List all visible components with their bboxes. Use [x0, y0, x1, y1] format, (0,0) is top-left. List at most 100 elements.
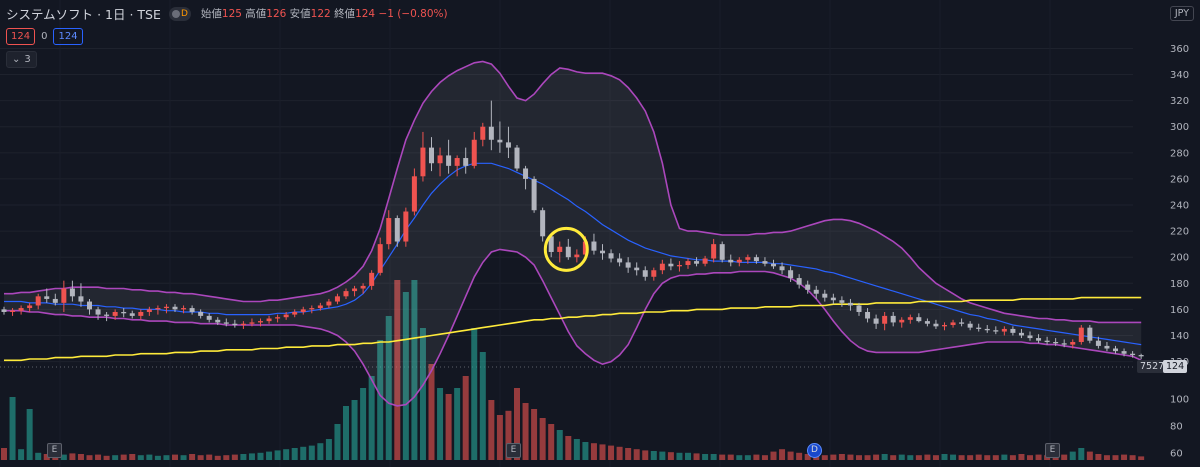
volume-bar	[86, 455, 93, 460]
close-label: 終値	[334, 8, 356, 20]
candle-body	[882, 315, 888, 324]
candle-body	[488, 126, 494, 140]
volume-bar	[864, 455, 871, 460]
candle-body	[728, 259, 734, 263]
candle-body	[651, 270, 657, 277]
candle-body	[899, 319, 905, 323]
volume-bar	[556, 430, 563, 460]
volume-bar	[744, 455, 751, 460]
earnings-marker-1[interactable]: E	[47, 443, 62, 458]
volume-bar	[488, 400, 495, 460]
candle-body	[1130, 353, 1136, 356]
candle-body	[181, 308, 187, 310]
candle-body	[275, 317, 281, 319]
volume-bar	[9, 397, 16, 460]
volume-bar	[941, 454, 948, 460]
candle-body	[292, 311, 298, 315]
volume-bar	[565, 436, 572, 460]
volume-bar	[804, 454, 811, 460]
candle-body	[565, 246, 571, 258]
volume-bar	[1, 448, 7, 460]
earnings-marker-2[interactable]: E	[506, 443, 521, 458]
close-value: 124	[355, 8, 376, 20]
candle-body	[822, 293, 828, 298]
candle-body	[112, 311, 118, 316]
ohlc-values: 始値125 高値126 安値122 終値124 −1 (−0.80%)	[201, 6, 448, 21]
earnings-marker-3[interactable]: E	[1045, 443, 1060, 458]
candle-body	[411, 176, 417, 212]
volume-bar	[727, 454, 734, 460]
volume-bar	[394, 280, 401, 460]
candle-body	[334, 296, 340, 302]
price-tick-label: 280	[1170, 148, 1189, 159]
currency-selector[interactable]: JPY	[1169, 6, 1194, 21]
spread-value: 0	[41, 31, 48, 42]
candle-body	[813, 289, 819, 294]
volume-bar	[702, 454, 709, 460]
candle-body	[155, 308, 161, 310]
candle-body	[266, 318, 272, 322]
candle-body	[1001, 328, 1007, 332]
candle-body	[942, 325, 947, 327]
volume-bar	[471, 328, 478, 460]
volume-bar	[223, 455, 230, 460]
volume-bar	[659, 451, 666, 460]
moving-average-line	[4, 296, 1142, 362]
price-tick-label: 160	[1170, 305, 1189, 316]
chart-title[interactable]: システムソフト · 1日 · TSE	[6, 7, 161, 22]
candle-body	[1104, 345, 1110, 349]
volume-bar	[633, 449, 640, 460]
candle-body	[215, 319, 221, 323]
low-value: 122	[310, 8, 331, 20]
candle-body	[343, 291, 349, 297]
volume-bar	[154, 455, 161, 460]
volume-bar	[1078, 448, 1085, 460]
volume-bar	[915, 455, 922, 460]
candle-body	[223, 322, 229, 324]
candle-body	[805, 284, 811, 290]
sell-button[interactable]: 124	[6, 28, 36, 45]
volume-bar	[975, 454, 982, 460]
candle-body	[659, 263, 665, 271]
volume-bar	[890, 455, 897, 460]
volume-bar	[1121, 454, 1128, 460]
volume-bar	[129, 454, 136, 460]
volume-bar	[907, 455, 914, 460]
candle-body	[1, 309, 7, 312]
volume-bar	[419, 328, 426, 460]
bollinger-upper-line	[4, 60, 1142, 324]
bollinger-basis-line	[4, 162, 1142, 346]
candle-body	[694, 261, 700, 264]
volume-bar	[428, 364, 435, 460]
candle-body	[18, 308, 24, 311]
volume-tick-label: 60	[1170, 449, 1183, 460]
candle-body	[454, 158, 460, 166]
candle-body	[446, 155, 452, 166]
buy-button[interactable]: 124	[53, 28, 83, 45]
volume-bar	[360, 388, 367, 460]
candle-body	[523, 168, 529, 179]
candle-body	[625, 262, 631, 268]
candle-body	[1053, 341, 1059, 344]
volume-bar	[1018, 454, 1025, 460]
candle-body	[471, 139, 477, 166]
candle-body	[993, 330, 999, 332]
volume-bar	[402, 292, 409, 460]
low-label: 安値	[289, 8, 311, 20]
indicators-collapse-button[interactable]: ⌄ 3	[6, 51, 37, 68]
candle-body	[967, 323, 973, 328]
price-tick-label: 260	[1170, 174, 1189, 185]
volume-bar	[522, 403, 529, 460]
candle-body	[617, 258, 623, 263]
dividend-marker[interactable]: D	[807, 443, 822, 458]
candle-body	[386, 218, 392, 245]
data-status-badge[interactable]: D	[168, 6, 191, 21]
candle-body	[129, 313, 135, 316]
volume-bar	[830, 454, 837, 460]
candle-body	[1061, 343, 1067, 345]
candle-body	[1044, 340, 1050, 342]
volume-bar	[573, 439, 580, 460]
volume-bar	[454, 388, 461, 460]
candle-body	[35, 296, 41, 306]
